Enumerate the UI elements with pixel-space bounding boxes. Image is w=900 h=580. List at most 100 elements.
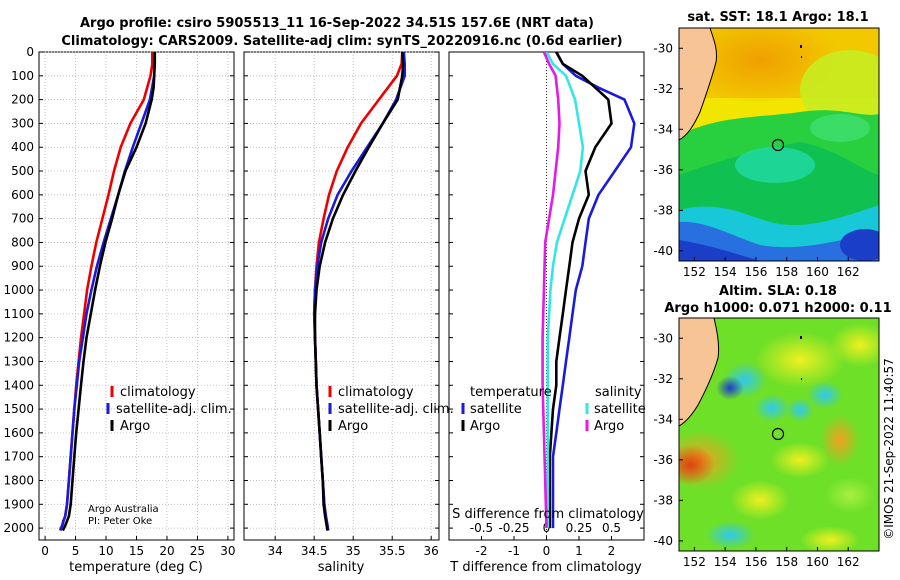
sst-float-marker	[771, 138, 785, 152]
difference-plot: -2 -1 0 1 2-0.5 -0.25 0 0.25 0.5	[449, 51, 644, 558]
x-tick-label: 35.5	[379, 544, 406, 558]
series-line-temperature-argo	[548, 52, 613, 529]
legend-salinity-heading: salinity	[595, 385, 642, 400]
y-tick-label: 200	[11, 93, 34, 107]
temperature-plot: 0 5 10 15 20 25 300100200300400500600700800900…	[3, 45, 235, 558]
legend-climatology: climatology	[120, 385, 196, 400]
y-tick-label: 1200	[3, 331, 34, 345]
x-tick-label: 5	[72, 544, 80, 558]
map-x-tick-label: 160	[806, 555, 829, 569]
y-tick-label: 900	[11, 259, 34, 273]
y-tick-label: 1100	[3, 307, 34, 321]
sla-float-marker	[771, 427, 785, 441]
x-tick-label: 34.5	[301, 544, 328, 558]
difference-legend: temperature satellite Argo salinity sate…	[461, 385, 646, 434]
map-y-tick-label: -32	[653, 82, 673, 96]
map-x-tick-label: 160	[806, 265, 829, 279]
map-x-tick-label: 158	[775, 555, 798, 569]
top-tick-label: 0.5	[602, 521, 621, 535]
series-group	[59, 52, 157, 532]
map-x-tick-label: 154	[714, 265, 737, 279]
y-tick-label: 600	[11, 188, 34, 202]
x-tick-label: 34	[268, 544, 283, 558]
sst-map-frame	[678, 27, 880, 262]
series-line-salinity-satellite	[545, 52, 585, 529]
s-difference-xlabel: S difference from climatology	[452, 507, 644, 522]
y-tick-label: 1400	[3, 378, 34, 392]
series-line-salinity-argo	[541, 52, 561, 529]
salinity-plot: 34 34.5 35 35.5 36	[244, 51, 439, 558]
map-y-tick-label: -38	[653, 203, 673, 217]
map-x-tick-label: 156	[744, 555, 767, 569]
x-tick-label: 35	[346, 544, 361, 558]
y-tick-label: 1700	[3, 450, 34, 464]
y-tick-label: 800	[11, 235, 34, 249]
x-tick-label: 2	[608, 544, 616, 558]
map-y-tick-label: -36	[653, 453, 673, 467]
y-tick-label: 1300	[3, 354, 34, 368]
sst-map-axes: 152 154 156 158 160 162 -30 -32 -34 -36 -38 -40	[653, 41, 859, 279]
salinity-legend: climatology satellite-adj. clim. Argo	[328, 385, 454, 434]
map-x-tick-label: 152	[683, 555, 706, 569]
t-difference-xlabel: T difference from climatology	[449, 560, 642, 575]
sst-map-image	[679, 28, 879, 261]
y-tick-label: 1600	[3, 426, 34, 440]
y-tick-label: 1500	[3, 402, 34, 416]
top-tick-label: -0.25	[498, 521, 529, 535]
map-y-tick-label: -36	[653, 163, 673, 177]
x-tick-label: 1	[575, 544, 583, 558]
temperature-xlabel: temperature (deg C)	[69, 560, 203, 575]
y-tick-label: 1900	[3, 497, 34, 511]
x-tick-label: 0	[543, 544, 551, 558]
y-tick-label: 2000	[3, 521, 34, 535]
map-x-tick-label: 156	[744, 265, 767, 279]
x-tick-label: -1	[508, 544, 520, 558]
x-tick-label: 25	[190, 544, 205, 558]
sla-map-axes: 152 154 156 158 160 162 -30 -32 -34 -36 -38 -40	[653, 331, 859, 569]
series-line-argo	[61, 52, 157, 532]
map-y-tick-label: -34	[653, 412, 673, 426]
legend-satellite-adj: satellite-adj. clim.	[116, 402, 232, 417]
map-y-tick-label: -38	[653, 493, 673, 507]
legend-s-satellite: satellite	[594, 402, 646, 417]
map-x-tick-label: 152	[683, 265, 706, 279]
sst-map-title: sat. SST: 18.1 Argo: 18.1	[687, 10, 868, 25]
x-tick-label: 30	[220, 544, 235, 558]
legend-t-satellite: satellite	[470, 402, 522, 417]
figure-title-line2: Climatology: CARS2009. Satellite-adj cli…	[61, 34, 622, 49]
series-line-temperature-satellite	[551, 52, 636, 529]
imos-watermark: ©IMOS 21-Sep-2022 11:40:57	[882, 358, 896, 540]
x-tick-label: 0	[41, 544, 49, 558]
top-tick-label: 0.25	[566, 521, 593, 535]
series-group	[541, 52, 636, 529]
top-tick-label: -0.5	[470, 521, 493, 535]
x-tick-label: 15	[129, 544, 144, 558]
sla-map-title: Altim. SLA: 0.18	[719, 284, 837, 299]
series-line-satellite-adj-clim-	[59, 52, 156, 531]
y-tick-label: 500	[11, 164, 34, 178]
x-tick-label: 10	[98, 544, 113, 558]
map-x-tick-label: 154	[714, 555, 737, 569]
map-y-tick-label: -32	[653, 372, 673, 386]
y-tick-label: 300	[11, 116, 34, 130]
y-tick-label: 700	[11, 212, 34, 226]
salinity-xlabel: salinity	[318, 560, 365, 575]
salinity-panel-frame	[243, 51, 440, 541]
series-line-argo	[313, 52, 405, 531]
map-y-tick-label: -30	[653, 41, 673, 55]
legend-satellite-adj: satellite-adj. clim.	[338, 402, 454, 417]
sla-map-subtitle: Argo h1000: 0.071 h2000: 0.11	[664, 301, 891, 316]
y-tick-label: 100	[11, 69, 34, 83]
legend-s-argo: Argo	[594, 419, 624, 434]
legend-t-argo: Argo	[470, 419, 500, 434]
credit-line2: PI: Peter Oke	[88, 516, 152, 527]
sla-map-frame	[678, 317, 880, 552]
map-x-tick-label: 162	[837, 555, 860, 569]
x-tick-label: 20	[159, 544, 174, 558]
figure-title-line1: Argo profile: csiro 5905513_11 16-Sep-20…	[80, 16, 594, 31]
y-tick-label: 1800	[3, 473, 34, 487]
map-y-tick-label: -40	[653, 244, 673, 258]
legend-argo: Argo	[120, 419, 150, 434]
y-tick-label: 1000	[3, 283, 34, 297]
